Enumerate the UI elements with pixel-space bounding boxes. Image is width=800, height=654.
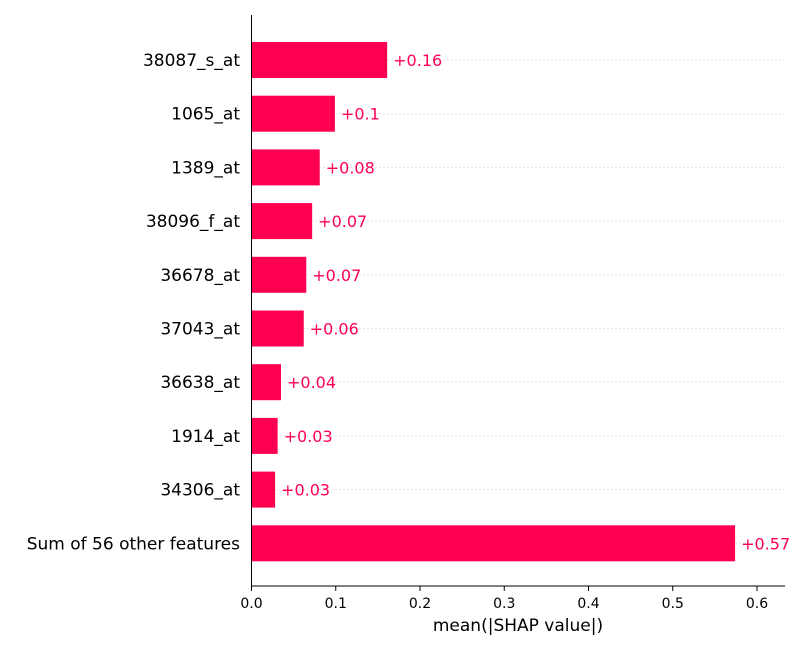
- bar: [251, 95, 335, 132]
- bar: [251, 203, 313, 240]
- bar: [251, 364, 281, 401]
- bar-value-label: +0.08: [326, 158, 375, 177]
- x-axis-ticks: 0.0 0.1 0.2 0.3 0.4 0.5 0.6: [240, 586, 768, 612]
- x-tick-label: 0.5: [662, 596, 684, 612]
- category-label: 1065_at: [171, 105, 240, 125]
- bar-value-label: +0.06: [310, 320, 359, 339]
- bar-value-label: +0.16: [393, 51, 442, 70]
- bars: [251, 42, 736, 562]
- category-label: 1389_at: [171, 158, 240, 178]
- bar-value-label: +0.04: [287, 373, 336, 392]
- bar-value-label: +0.1: [341, 105, 380, 124]
- x-tick-label: 0.1: [325, 596, 347, 612]
- bar: [251, 149, 320, 186]
- x-tick-label: 0.4: [577, 596, 599, 612]
- x-axis-title: mean(|SHAP value|): [433, 616, 603, 636]
- category-label: 36678_at: [160, 266, 240, 286]
- category-label: Sum of 56 other features: [27, 534, 240, 554]
- gridlines: [251, 59, 785, 544]
- bar: [251, 525, 736, 562]
- bar: [251, 471, 276, 508]
- bar: [251, 310, 304, 347]
- category-label: 38096_f_at: [146, 212, 240, 232]
- bar: [251, 256, 307, 293]
- x-tick-label: 0.3: [493, 596, 515, 612]
- category-label: 1914_at: [171, 427, 240, 447]
- bar-value-label: +0.03: [281, 481, 330, 500]
- bar: [251, 42, 388, 78]
- bar-value-label: +0.07: [312, 266, 361, 285]
- bar-value-label: +0.07: [318, 212, 367, 231]
- category-label: 37043_at: [160, 320, 240, 340]
- x-tick-label: 0.6: [746, 596, 768, 612]
- category-labels: 38087_s_at 1065_at 1389_at 38096_f_at 36678_…: [27, 51, 241, 554]
- x-tick-label: 0.0: [240, 596, 262, 612]
- bar-value-label: +0.03: [284, 427, 333, 446]
- category-label: 36638_at: [160, 373, 240, 393]
- bar-value-label: +0.57: [741, 534, 790, 553]
- x-tick-label: 0.2: [409, 596, 431, 612]
- bar: [251, 417, 278, 454]
- category-label: 38087_s_at: [143, 51, 240, 71]
- category-label: 34306_at: [160, 481, 240, 501]
- value-labels: +0.16 +0.1 +0.08 +0.07 +0.07 +0.06 +0.04 +0.03 +…: [281, 51, 790, 553]
- axes: [251, 15, 785, 587]
